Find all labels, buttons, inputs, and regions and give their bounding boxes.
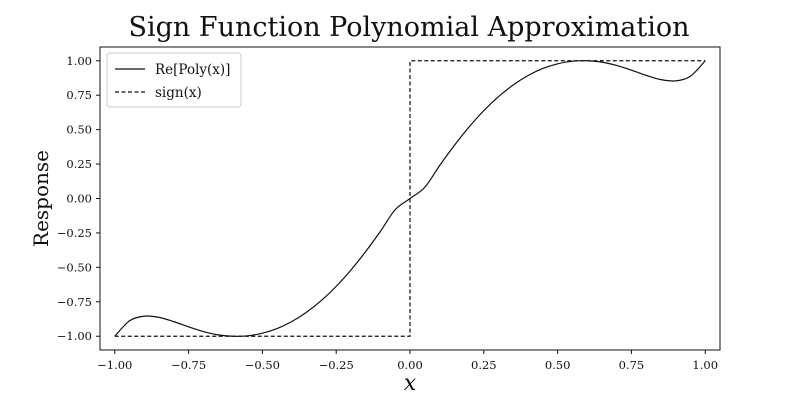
y-tick-label: 1.00 [66,54,92,68]
axes: −1.00 −0.75 −0.50 −0.25 0.00 0.25 0.50 0.75 1.00… [29,46,721,396]
x-tick-label: 1.00 [692,358,718,372]
y-tick-label: 0.25 [66,157,92,171]
x-axis-label: x [404,371,417,396]
x-tick-label: 0.00 [397,358,423,372]
legend-box [106,52,242,108]
x-tick-label: 0.25 [471,358,497,372]
chart-title: Sign Function Polynomial Approximation [128,12,689,43]
series-line-sign [114,60,706,337]
y-tick-label: 0.00 [66,192,92,206]
y-tick-label: −0.75 [57,295,92,309]
y-tick-label: 0.75 [66,88,92,102]
y-tick-label: −1.00 [57,329,92,343]
x-tick-label: −1.00 [97,358,132,372]
legend-label: sign(x) [155,85,202,101]
y-tick-label: −0.25 [57,226,92,240]
y-tick-label: −0.50 [57,260,92,274]
x-tick-label: −0.50 [245,358,280,372]
legend: Re[Poly(x)] sign(x) [106,52,242,108]
y-axis-label: Response [29,150,53,247]
series-group [114,60,706,337]
y-tick-label: 0.50 [66,123,92,137]
legend-label: Re[Poly(x)] [155,62,230,78]
x-tick-label: −0.75 [171,358,206,372]
x-tick-label: 0.50 [545,358,571,372]
x-tick-label: −0.25 [319,358,354,372]
x-tick-label: 0.75 [619,358,645,372]
